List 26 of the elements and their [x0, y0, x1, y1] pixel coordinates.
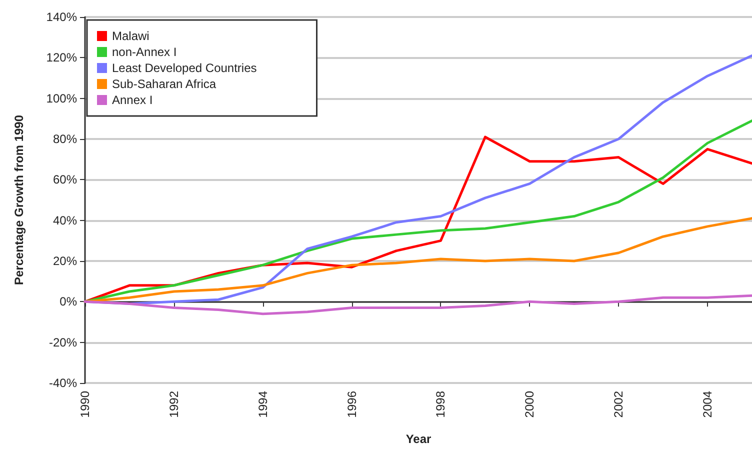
y-tick-label: 80% [52, 132, 78, 146]
x-tick-label: 1998 [434, 390, 448, 418]
x-tick-label: 2002 [612, 390, 626, 418]
y-tick-label: 140% [46, 10, 78, 24]
y-axis-title: Percentage Growth from 1990 [12, 114, 26, 286]
x-tick-label: 2004 [700, 390, 715, 418]
y-tick-label: 0% [60, 294, 78, 309]
x-tick-label: 1994 [256, 390, 270, 418]
y-tick-label: 20% [52, 254, 78, 268]
y-tick-label: 40% [52, 213, 78, 228]
y-tick-label: -40% [48, 376, 78, 390]
legend-label: Malawi [112, 29, 150, 43]
y-tick-label: 120% [46, 50, 78, 65]
legend-label: Least Developed Countries [112, 61, 257, 75]
x-tick-label: 2000 [522, 390, 537, 418]
legend-label: non-Annex I [112, 45, 177, 59]
x-axis-title: Year [406, 432, 432, 446]
y-tick-label: -20% [48, 335, 78, 350]
y-tick-label: 60% [52, 172, 78, 187]
y-tick-label: 100% [46, 91, 78, 106]
x-tick-label: 1992 [166, 390, 181, 418]
x-tick-label: 1990 [78, 390, 92, 418]
legend-label: Annex I [112, 93, 153, 107]
line-series [84, 294, 752, 316]
legend-label: Sub-Saharan Africa [112, 77, 216, 91]
x-tick-label: 1996 [344, 390, 359, 418]
